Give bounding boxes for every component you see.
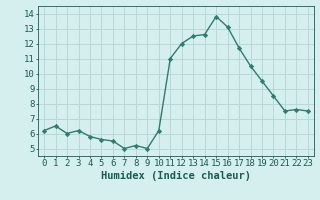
X-axis label: Humidex (Indice chaleur): Humidex (Indice chaleur): [101, 171, 251, 181]
